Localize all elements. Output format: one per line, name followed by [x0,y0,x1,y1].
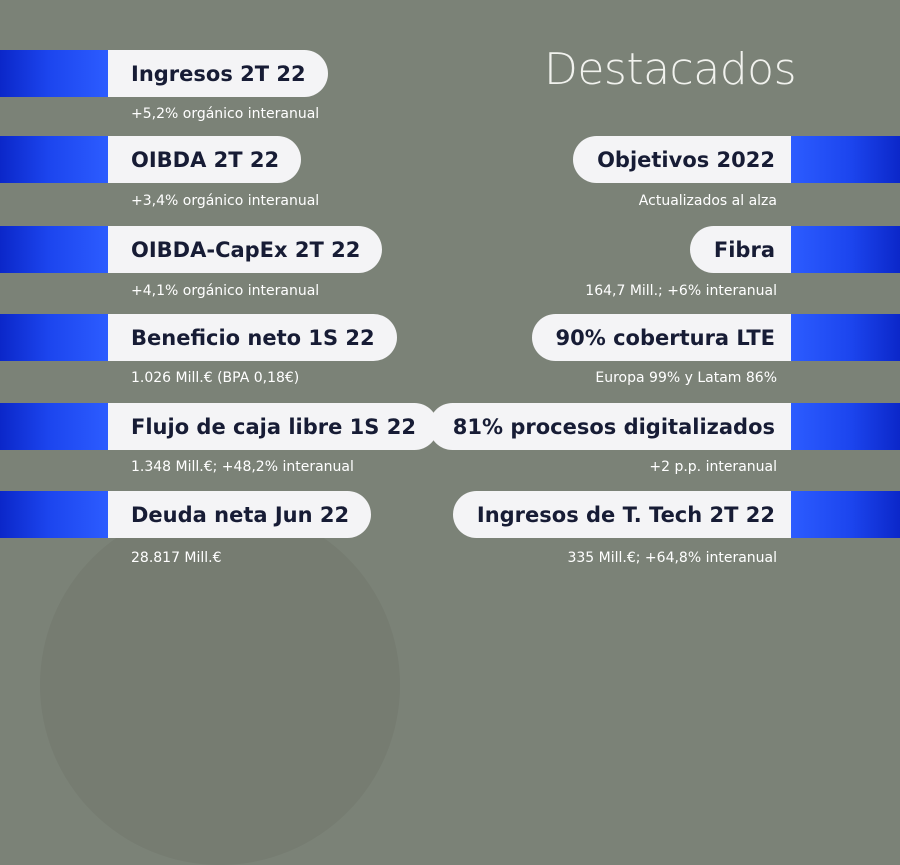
kpi-accent-bar [791,491,900,538]
kpi-label: 90% cobertura LTE [531,314,791,361]
kpi-accent-bar [791,314,900,361]
kpi-label: Flujo de caja libre 1S 22 [108,403,438,450]
kpi-label: Fibra [689,226,791,273]
kpi-detail: 1.026 Mill.€ (BPA 0,18€) [131,370,300,386]
kpi-label: 81% procesos digitalizados [428,403,791,450]
kpi-accent-bar [791,136,900,183]
kpi-label: OIBDA 2T 22 [108,136,302,183]
kpi-label: Ingresos de T. Tech 2T 22 [452,491,791,538]
page-title: Destacados [543,44,797,95]
kpi-detail: +5,2% orgánico interanual [131,106,320,122]
kpi-accent-bar [0,226,108,273]
kpi-accent-bar [791,403,900,450]
kpi-label: Deuda neta Jun 22 [108,491,372,538]
kpi-label: OIBDA-CapEx 2T 22 [108,226,383,273]
kpi-detail: Actualizados al alza [638,193,777,209]
kpi-accent-bar [0,491,108,538]
kpi-detail: +2 p.p. interanual [649,459,777,475]
kpi-label: Objetivos 2022 [573,136,791,183]
kpi-accent-bar [0,403,108,450]
kpi-detail: +3,4% orgánico interanual [131,193,320,209]
kpi-label: Ingresos 2T 22 [108,50,328,97]
kpi-detail: 28.817 Mill.€ [131,550,222,566]
kpi-accent-bar [0,314,108,361]
kpi-detail: 164,7 Mill.; +6% interanual [585,283,777,299]
kpi-detail: 335 Mill.€; +64,8% interanual [567,550,777,566]
kpi-accent-bar [791,226,900,273]
kpi-accent-bar [0,50,108,97]
kpi-accent-bar [0,136,108,183]
kpi-detail: 1.348 Mill.€; +48,2% interanual [131,459,354,475]
kpi-label: Beneficio neto 1S 22 [108,314,397,361]
kpi-detail: Europa 99% y Latam 86% [595,370,777,386]
kpi-detail: +4,1% orgánico interanual [131,283,320,299]
